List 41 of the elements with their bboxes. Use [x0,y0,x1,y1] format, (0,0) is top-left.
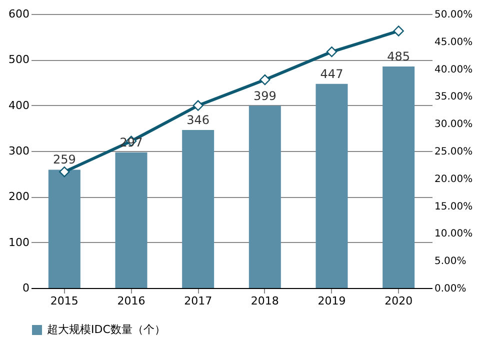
y2-tick-label: 25.00% [434,146,473,158]
point [192,100,204,111]
y-tick-label: 600 [8,8,30,20]
y2-tick-label: 0.00% [434,284,466,294]
bar [115,152,148,288]
point [59,166,70,178]
y-tick-label: 100 [8,236,30,249]
y2-tick-label: 45.00% [434,36,473,48]
x-tick-label: 2015 [50,294,78,308]
y2-tick-label: 50.00% [434,10,473,20]
y2-tick-label: 40.00% [434,64,473,76]
bar [382,66,415,288]
data-label: 447 [320,66,344,81]
x-tick-label: 2019 [318,294,346,308]
y-tick-label: 500 [8,53,30,66]
y-tick-label: 200 [8,190,30,204]
data-label: 399 [253,88,276,103]
x-tick-label: 2017 [184,294,212,308]
bar [182,130,214,288]
x-tick-label: 2020 [384,294,413,308]
y-tick-label: 0 [22,282,30,294]
bar [316,84,348,288]
y-tick-label: 400 [8,98,30,112]
point [260,74,270,86]
y2-tick-label: 5.00% [434,256,466,268]
legend-label: 超大规模IDC数量（个） [47,323,166,336]
point [393,26,404,36]
bar [248,106,281,288]
point [326,46,338,58]
y2-tick-label: 20.00% [434,174,473,185]
data-label: 485 [387,50,410,64]
data-label: 346 [186,112,210,127]
y2-tick-label: 35.00% [434,92,473,103]
y-tick-label: 300 [8,144,30,158]
x-tick-label: 2018 [250,294,279,308]
x-tick-label: 2016 [117,294,146,308]
y2-tick-label: 15.00% [434,201,473,212]
y2-tick-label: 10.00% [434,228,473,240]
data-label: 259 [52,152,76,167]
bar [48,170,80,288]
y2-tick-label: 30.00% [434,119,473,130]
